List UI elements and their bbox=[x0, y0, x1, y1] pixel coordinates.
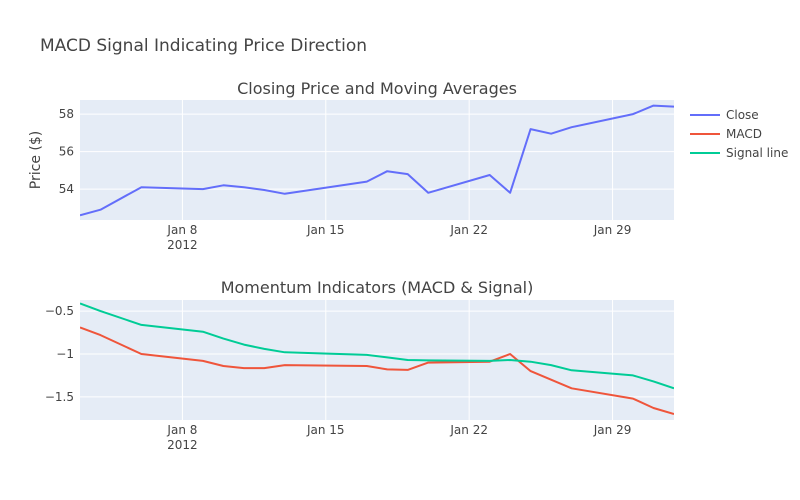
y-tick-label: 56 bbox=[59, 145, 74, 159]
y-tick-label: −0.5 bbox=[45, 304, 74, 318]
price-plot-area bbox=[80, 100, 674, 220]
y-tick-label: −1 bbox=[56, 347, 74, 361]
x-tick-label: Jan 22 bbox=[449, 223, 488, 237]
y-tick-label: 54 bbox=[59, 182, 74, 196]
price-subplot-title: Closing Price and Moving Averages bbox=[237, 79, 517, 98]
x-tick-label: Jan 15 bbox=[306, 423, 345, 437]
momentum-plot-area bbox=[80, 300, 674, 420]
x-tick-label: Jan 8 bbox=[166, 423, 197, 437]
chart-title: MACD Signal Indicating Price Direction bbox=[40, 36, 367, 56]
y-tick-label: −1.5 bbox=[45, 390, 74, 404]
momentum-subplot-title: Momentum Indicators (MACD & Signal) bbox=[221, 278, 534, 297]
legend-label-macd: MACD bbox=[726, 127, 762, 141]
x-tick-year-label: 2012 bbox=[167, 238, 198, 252]
momentum-gridlines bbox=[80, 300, 674, 420]
y-tick-label: 58 bbox=[59, 107, 74, 121]
x-tick-label: Jan 22 bbox=[449, 423, 488, 437]
x-tick-year-label: 2012 bbox=[167, 438, 198, 452]
legend-label-signal-line: Signal line bbox=[726, 146, 788, 160]
momentum-y-ticks: −0.5 −1 −1.5 bbox=[45, 304, 74, 404]
legend-item-macd[interactable]: MACD bbox=[690, 127, 762, 141]
macd-series-line bbox=[80, 326, 674, 415]
price-y-axis-title: Price ($) bbox=[28, 131, 44, 189]
legend-item-signal-line[interactable]: Signal line bbox=[690, 146, 788, 160]
close-series-line bbox=[80, 104, 674, 217]
x-tick-label: Jan 8 bbox=[166, 223, 197, 237]
price-y-ticks: 54 56 58 bbox=[59, 107, 74, 196]
legend[interactable]: Close MACD Signal line bbox=[690, 108, 788, 160]
x-tick-label: Jan 29 bbox=[593, 223, 632, 237]
price-lines bbox=[80, 104, 674, 217]
legend-item-close[interactable]: Close bbox=[690, 108, 759, 122]
momentum-lines bbox=[80, 302, 674, 415]
signal-line-series-line bbox=[80, 302, 674, 390]
legend-label-close: Close bbox=[726, 108, 759, 122]
x-tick-label: Jan 15 bbox=[306, 223, 345, 237]
x-tick-label: Jan 29 bbox=[593, 423, 632, 437]
